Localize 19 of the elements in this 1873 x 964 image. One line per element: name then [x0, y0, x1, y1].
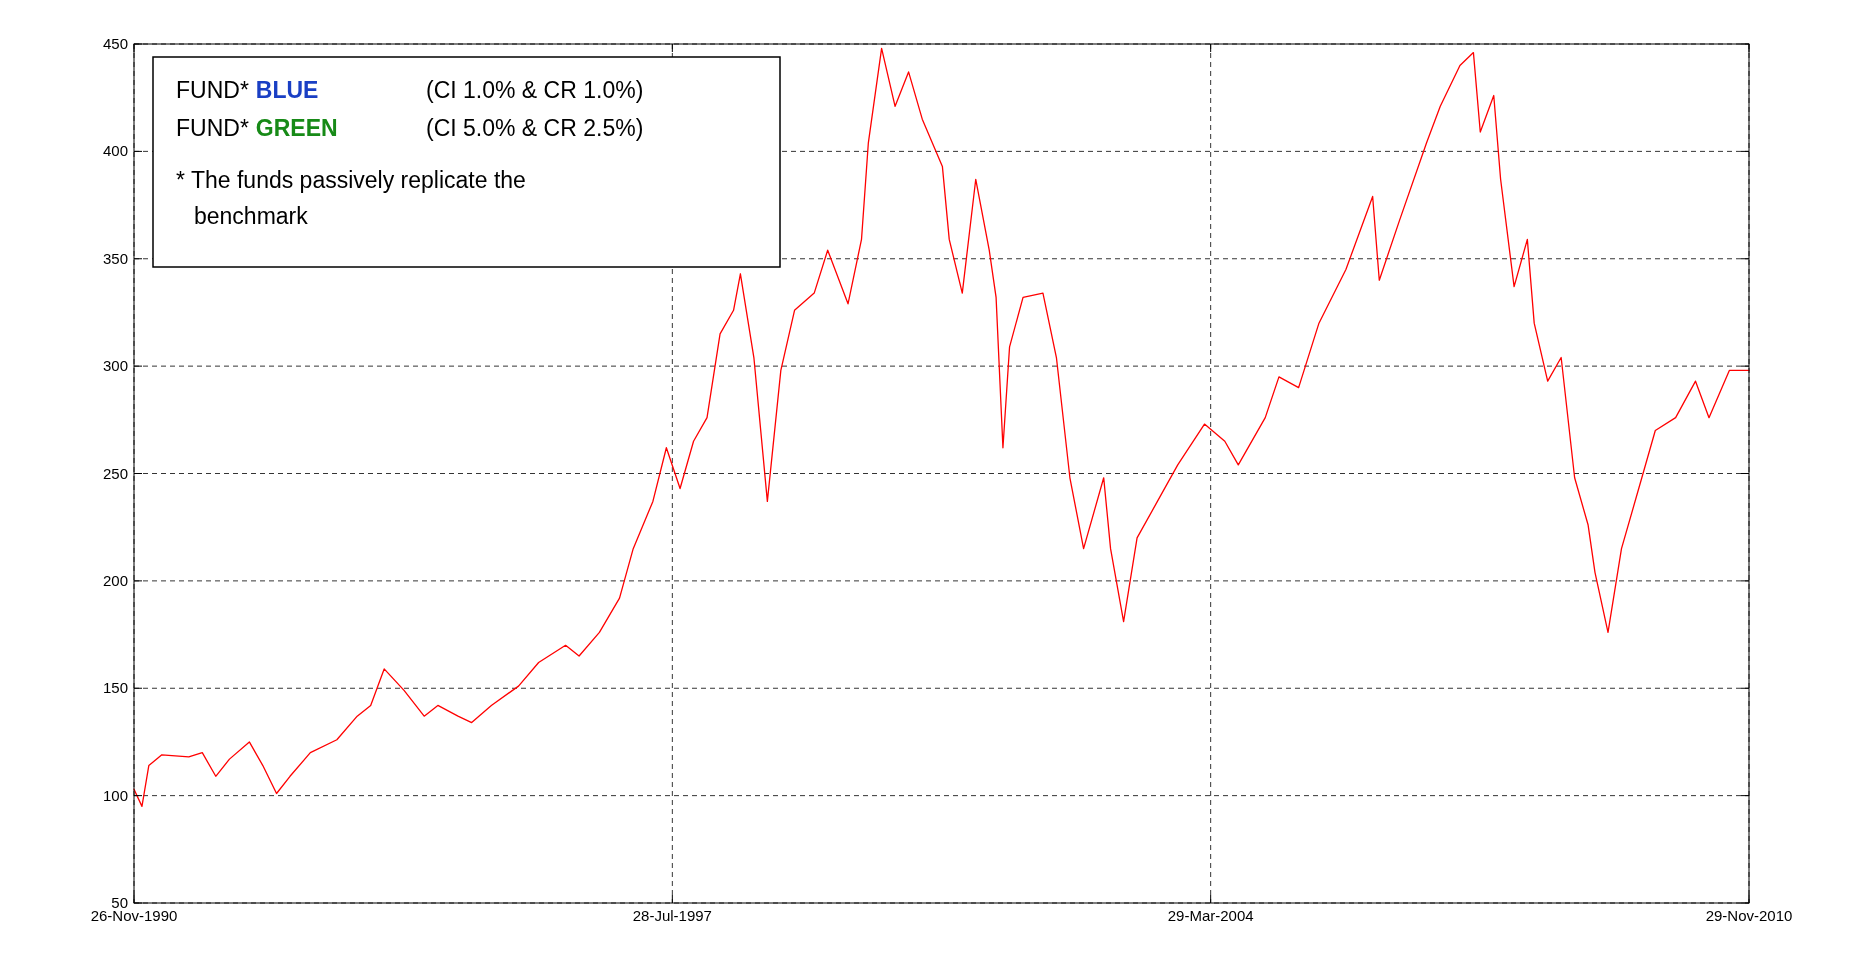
y-tick-label: 300 [102, 357, 128, 375]
annotation: GREEN [255, 115, 338, 141]
annotation: (CI 1.0% & CR 1.0%) [426, 77, 644, 103]
x-tick-label: 29-Nov-2010 [1705, 907, 1793, 924]
annotation: FUND* [176, 77, 249, 103]
y-tick-label: 450 [102, 35, 128, 52]
y-tick-label: 150 [102, 679, 128, 697]
y-tick-label: 350 [102, 249, 128, 267]
line-series [133, 47, 1750, 808]
annotation: (CI 5.0% & CR 2.5%) [426, 115, 644, 141]
x-tick-label: 29-Mar-2004 [1167, 907, 1254, 924]
x-tick-label: 28-Jul-1997 [632, 907, 712, 924]
annotation: BLUE [255, 77, 319, 103]
y-tick-label: 400 [102, 142, 128, 160]
annotation: * The funds passively replicate the benchmark [176, 167, 526, 229]
y-tick-label: 200 [102, 571, 128, 589]
y-tick-label: 250 [102, 464, 128, 482]
annotation: FUND* [176, 115, 249, 141]
y-tick-label: 100 [102, 786, 128, 804]
